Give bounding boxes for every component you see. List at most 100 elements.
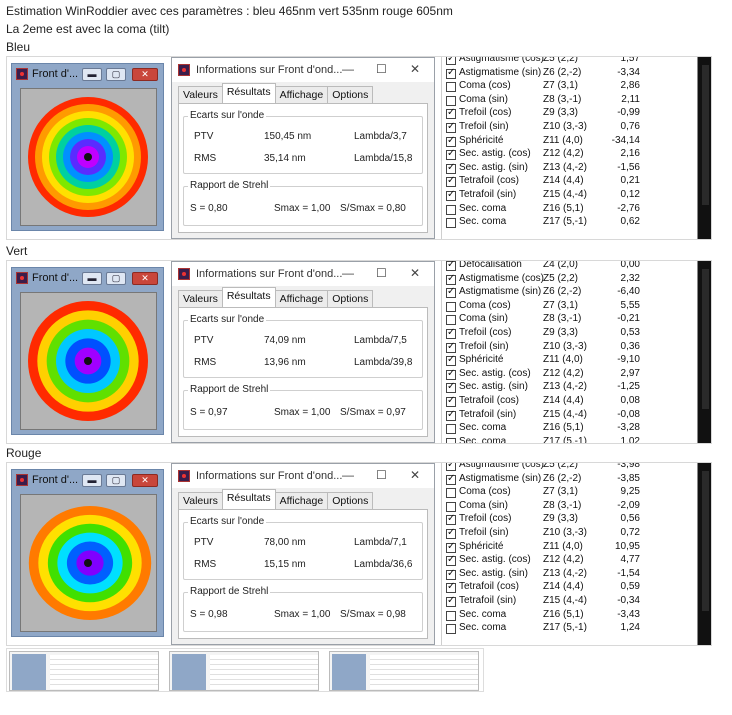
coefficient-checkbox[interactable] — [446, 554, 456, 567]
maximize-button[interactable]: ▢ — [106, 68, 126, 81]
coefficient-checkbox[interactable] — [446, 568, 456, 580]
coefficient-row[interactable]: Sec. astig. (cos) Z12 (4,2) 2,16 — [446, 148, 696, 162]
maximize-button[interactable]: ▢ — [106, 272, 126, 285]
coefficient-row[interactable]: Sec. astig. (sin) Z13 (4,-2) -1,56 — [446, 162, 696, 176]
coefficient-row[interactable]: Coma (cos) Z7 (3,1) 2,86 — [446, 80, 696, 94]
coefficient-row[interactable]: Astigmatisme (sin)Z6 (2,-2) -3,85 — [446, 473, 696, 487]
vertical-scrollbar[interactable] — [697, 261, 711, 443]
tab-options[interactable]: Options — [327, 290, 374, 307]
coefficient-row[interactable]: Tetrafoil (sin) Z15 (4,-4) -0,08 — [446, 409, 696, 423]
coefficient-row[interactable]: Astigmatisme (sin)Z6 (2,-2) -3,34 — [446, 67, 696, 81]
info-window[interactable]: Informations sur Front d'ond... — ☐ ✕ Va… — [171, 57, 435, 239]
coefficient-row[interactable]: Tetrafoil (cos) Z14 (4,4) 0,59 — [446, 581, 696, 595]
coefficient-checkbox[interactable] — [446, 527, 456, 539]
coefficient-row[interactable]: Sec. coma Z16 (5,1) -2,76 — [446, 203, 696, 217]
coefficient-checkbox[interactable] — [446, 424, 456, 435]
coefficient-checkbox[interactable] — [446, 95, 456, 106]
front-wave-titlebar[interactable]: Front d'... — [12, 268, 163, 288]
coefficient-row[interactable]: Coma (sin) Z8 (3,-1) -2,09 — [446, 500, 696, 514]
tab-options[interactable]: Options — [327, 492, 374, 509]
coefficient-checkbox[interactable] — [446, 57, 456, 65]
coefficient-checkbox[interactable] — [446, 395, 456, 407]
coefficient-checkbox[interactable] — [446, 581, 456, 594]
front-wave-window[interactable]: Front d'... ▬ ▢ ✕ — [11, 267, 164, 435]
front-wave-window[interactable]: Front d'... ▬ ▢ ✕ — [11, 469, 164, 637]
maximize-icon[interactable]: ☐ — [376, 468, 387, 482]
coefficient-row[interactable]: Sec. coma Z16 (5,1) -3,43 — [446, 609, 696, 623]
coefficient-row[interactable]: Trefoil (sin) Z10 (3,-3) 0,72 — [446, 527, 696, 541]
coefficient-row[interactable]: Astigmatisme (cos)Z5 (2,2) -3,98 — [446, 463, 696, 473]
coefficient-checkbox[interactable] — [446, 189, 456, 201]
coefficient-row[interactable]: Tetrafoil (cos) Z14 (4,4) 0,21 — [446, 175, 696, 189]
coefficient-row[interactable]: Tetrafoil (sin) Z15 (4,-4) -0,34 — [446, 595, 696, 609]
coefficient-row[interactable]: Trefoil (sin) Z10 (3,-3) 0,36 — [446, 341, 696, 355]
coefficient-checkbox[interactable] — [446, 82, 456, 93]
minimize-icon[interactable]: — — [342, 266, 354, 280]
coefficient-checkbox[interactable] — [446, 261, 456, 271]
minimize-icon[interactable]: — — [342, 62, 354, 76]
tab-options[interactable]: Options — [327, 86, 374, 103]
coefficient-row[interactable]: Coma (sin) Z8 (3,-1) 2,11 — [446, 94, 696, 108]
tab-affichage[interactable]: Affichage — [274, 86, 329, 103]
front-wave-window[interactable]: Front d'... ▬ ▢ ✕ — [11, 63, 164, 231]
coefficient-row[interactable]: Trefoil (cos) Z9 (3,3) -0,99 — [446, 107, 696, 121]
info-titlebar[interactable]: Informations sur Front d'ond... — ☐ ✕ — [172, 464, 434, 488]
coefficient-row[interactable]: Tetrafoil (cos) Z14 (4,4) 0,08 — [446, 395, 696, 409]
tab-resultats[interactable]: Résultats — [221, 287, 276, 307]
coefficient-checkbox[interactable] — [446, 67, 456, 79]
tab-valeurs[interactable]: Valeurs — [178, 492, 223, 509]
coefficient-row[interactable]: Astigmatisme (sin)Z6 (2,-2) -6,40 — [446, 286, 696, 300]
coefficient-row[interactable]: Trefoil (cos) Z9 (3,3) 0,56 — [446, 513, 696, 527]
info-titlebar[interactable]: Informations sur Front d'ond... — ☐ ✕ — [172, 58, 434, 82]
coefficient-row[interactable]: Sphéricité Z11 (4,0) 10,95 — [446, 541, 696, 555]
coefficient-row[interactable]: Sphéricité Z11 (4,0) -9,10 — [446, 354, 696, 368]
tab-affichage[interactable]: Affichage — [274, 492, 329, 509]
coefficient-checkbox[interactable] — [446, 463, 456, 471]
coefficient-row[interactable]: Defocalisation Z4 (2,0) 0,00 — [446, 261, 696, 273]
coefficient-checkbox[interactable] — [446, 301, 456, 312]
coefficient-checkbox[interactable] — [446, 368, 456, 380]
vertical-scrollbar[interactable] — [697, 463, 711, 645]
coefficient-row[interactable]: Astigmatisme (cos)Z5 (2,2) 1,57 — [446, 57, 696, 67]
coefficient-row[interactable]: Astigmatisme (cos)Z5 (2,2) 2,32 — [446, 273, 696, 287]
tab-resultats[interactable]: Résultats — [221, 83, 276, 103]
coefficient-row[interactable]: Sec. coma Z16 (5,1) -3,28 — [446, 422, 696, 436]
tab-valeurs[interactable]: Valeurs — [178, 86, 223, 103]
coefficient-checkbox[interactable] — [446, 624, 456, 635]
coefficient-row[interactable]: Sec. astig. (sin) Z13 (4,-2) -1,25 — [446, 381, 696, 395]
coefficient-row[interactable]: Tetrafoil (sin) Z15 (4,-4) 0,12 — [446, 189, 696, 203]
coefficient-checkbox[interactable] — [446, 175, 456, 188]
coefficient-checkbox[interactable] — [446, 354, 456, 367]
close-icon[interactable]: ✕ — [410, 62, 421, 76]
coefficient-row[interactable]: Sec. coma Z17 (5,-1) 0,62 — [446, 216, 696, 230]
tab-affichage[interactable]: Affichage — [274, 290, 329, 307]
coefficient-checkbox[interactable] — [446, 204, 456, 215]
coefficient-checkbox[interactable] — [446, 315, 456, 326]
coefficient-checkbox[interactable] — [446, 473, 456, 485]
minimize-button[interactable]: ▬ — [82, 68, 102, 81]
minimize-icon[interactable]: — — [342, 468, 354, 482]
coefficient-checkbox[interactable] — [446, 218, 456, 229]
coefficient-row[interactable]: Sec. astig. (sin) Z13 (4,-2) -1,54 — [446, 568, 696, 582]
coefficient-checkbox[interactable] — [446, 541, 456, 553]
coefficient-row[interactable]: Sec. astig. (cos) Z12 (4,2) 4,77 — [446, 554, 696, 568]
thumbnail-bleu[interactable] — [9, 651, 159, 691]
close-icon[interactable]: ✕ — [410, 266, 421, 280]
coefficient-row[interactable]: Sphéricité Z11 (4,0) -34,14 — [446, 135, 696, 149]
minimize-button[interactable]: ▬ — [82, 474, 102, 487]
close-button[interactable]: ✕ — [132, 272, 158, 285]
maximize-button[interactable]: ▢ — [106, 474, 126, 487]
coefficient-checkbox[interactable] — [446, 409, 456, 421]
zernike-coefficient-list[interactable]: Astigmatisme (cos)Z5 (2,2)1,57Astigmatis… — [441, 57, 697, 239]
maximize-icon[interactable]: ☐ — [376, 62, 387, 76]
coefficient-row[interactable]: Sec. coma Z17 (5,-1) 1,24 — [446, 622, 696, 636]
coefficient-checkbox[interactable] — [446, 595, 456, 607]
coefficient-checkbox[interactable] — [446, 121, 456, 133]
coefficient-checkbox[interactable] — [446, 513, 456, 526]
zernike-coefficient-list[interactable]: Astigmatisme (cos)Z5 (2,2)-3,98Astigmati… — [441, 463, 697, 645]
coefficient-checkbox[interactable] — [446, 162, 456, 174]
coefficient-row[interactable]: Coma (cos) Z7 (3,1) 9,25 — [446, 486, 696, 500]
info-window[interactable]: Informations sur Front d'ond... — ☐ ✕ Va… — [171, 463, 435, 645]
close-button[interactable]: ✕ — [132, 474, 158, 487]
front-wave-titlebar[interactable]: Front d'... — [12, 470, 163, 490]
